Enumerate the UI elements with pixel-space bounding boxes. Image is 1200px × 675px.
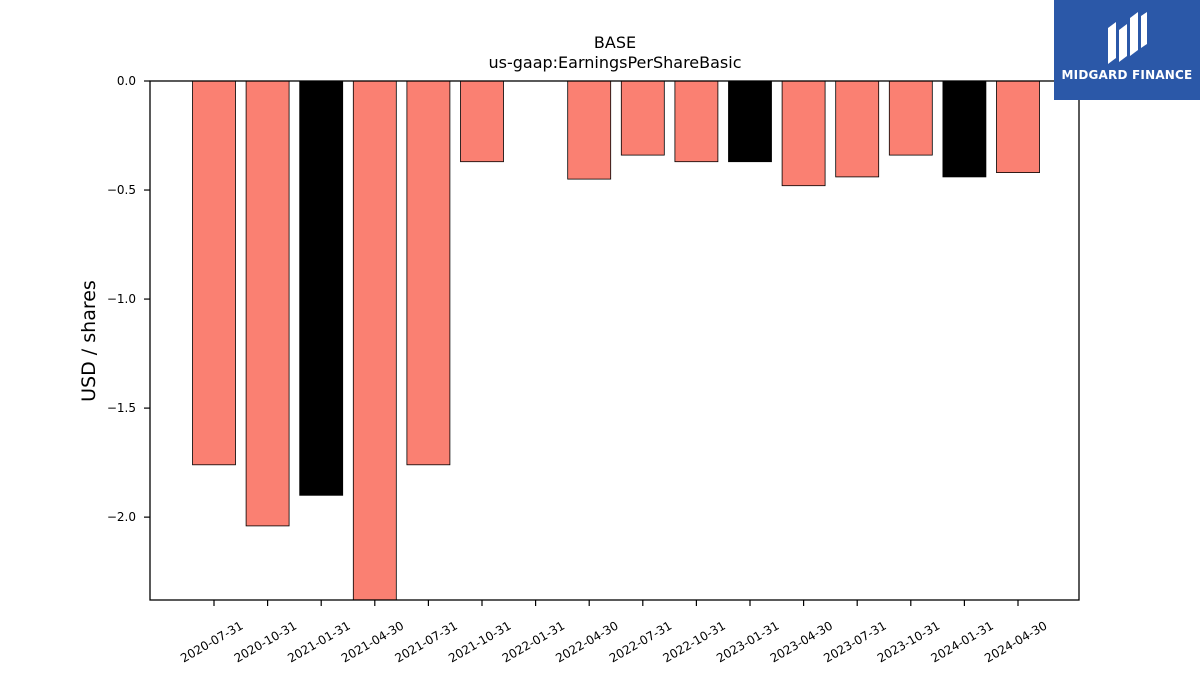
brand-logo: MIDGARD FINANCE	[1054, 0, 1200, 100]
y-tick-label: −1.0	[107, 292, 136, 306]
bar-2021-10-31	[460, 80, 504, 163]
bar-2024-04-30	[996, 80, 1040, 173]
y-axis-label: USD / shares	[78, 280, 100, 402]
y-ticks-group: 0.0 −0.5 −1.0 −1.5 −2.0	[107, 74, 150, 524]
y-tick-label: 0.0	[117, 74, 136, 88]
bar-2024-01-31	[942, 80, 987, 178]
chart-title: BASE	[594, 33, 636, 52]
bars-group	[192, 80, 1040, 601]
y-tick-label: −1.5	[107, 401, 136, 415]
brand-name: MIDGARD FINANCE	[1061, 68, 1193, 82]
x-ticks-group: 2020-07-312020-10-312021-01-312021-04-30…	[178, 600, 1050, 665]
bar-2021-07-31	[406, 80, 451, 466]
bar-2021-01-31	[299, 80, 344, 496]
bar-2020-10-31	[245, 80, 290, 527]
y-tick-label: −0.5	[107, 183, 136, 197]
chart-subtitle: us-gaap:EarningsPerShareBasic	[488, 53, 741, 72]
bar-2023-10-31	[888, 80, 933, 156]
plot-frame	[149, 80, 1080, 601]
bar-2023-01-31	[728, 80, 772, 163]
bar-2020-07-31	[192, 80, 236, 466]
bar-2022-10-31	[674, 80, 719, 163]
bar-2022-04-30	[567, 80, 612, 180]
bar-2021-04-30	[352, 80, 397, 601]
y-tick-label: −2.0	[107, 510, 136, 524]
bar-2023-07-31	[835, 80, 880, 178]
bar-2022-07-31	[620, 80, 665, 156]
logo-mark-icon	[1108, 12, 1147, 64]
bar-2023-04-30	[781, 80, 826, 187]
